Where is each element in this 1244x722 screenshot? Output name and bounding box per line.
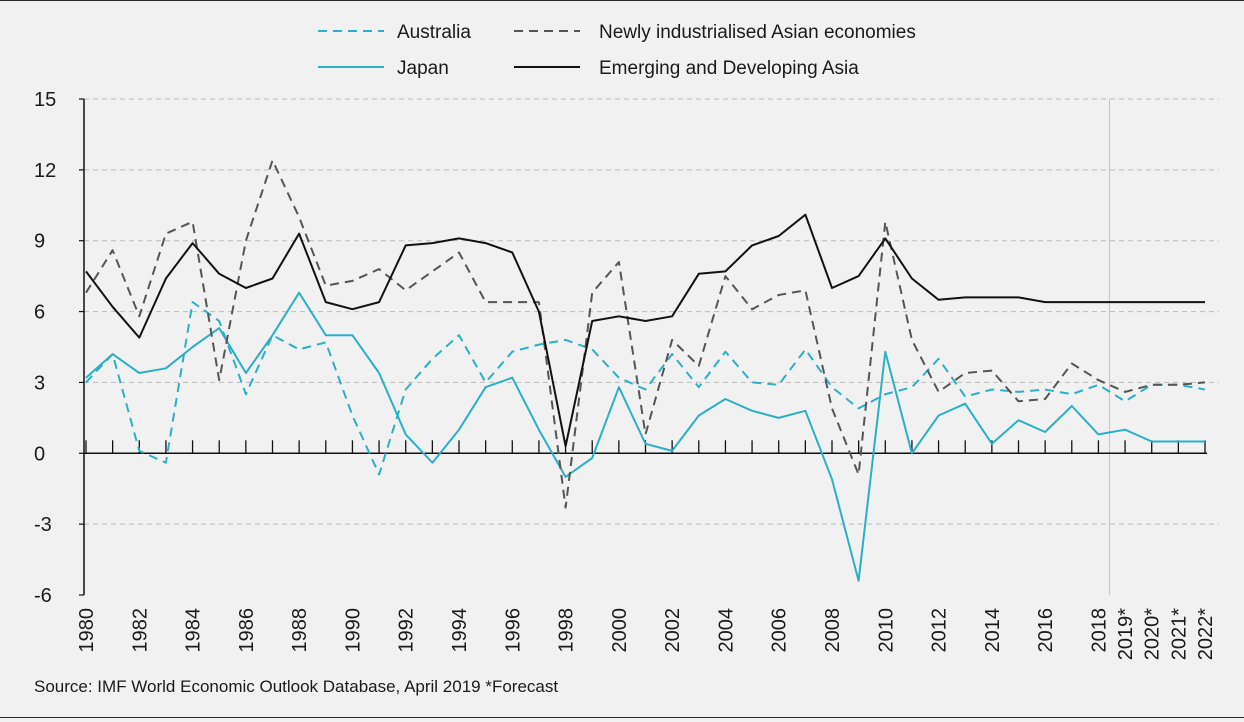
x-tick-label: 2012 [929,608,951,653]
y-tick-label: 3 [34,372,45,394]
x-tick-label: 1990 [342,608,364,653]
top-border [0,0,1244,1]
bottom-border [0,717,1244,718]
series-line-1 [85,291,1205,582]
x-tick-label: 1980 [76,608,98,653]
x-tick-label: 2010 [875,608,897,653]
x-tick-label: 1994 [449,608,471,653]
x-tick-label: 1982 [129,608,151,653]
y-tick-label: 0 [34,443,45,465]
legend-label: Japan [397,58,449,79]
y-tick-label: 12 [34,160,56,182]
x-tick-label: 1988 [289,608,311,653]
legend-label: Newly industrialised Asian economies [599,22,916,43]
series-line-2 [85,159,1206,509]
x-tick-label: 2021* [1168,608,1190,660]
x-tick-label: 2020* [1142,608,1164,660]
x-tick-label: 2002 [662,608,684,653]
x-tick-label: 1992 [396,608,418,653]
x-tick-label: 2004 [715,608,737,653]
y-tick-label: -6 [34,585,52,607]
x-tick-label: 2016 [1035,608,1057,653]
series-line-3 [85,213,1205,448]
series-line-0 [85,301,1206,476]
y-tick-label: 6 [34,302,45,324]
x-tick-label: 1984 [183,608,205,653]
x-tick-label: 2022* [1195,608,1217,660]
x-tick-label: 2006 [769,608,791,653]
x-tick-label: 2019* [1115,608,1137,660]
y-tick-label: -3 [34,514,52,536]
x-tick-label: 2008 [822,608,844,653]
y-tick-label: 15 [34,89,56,111]
legend-label: Emerging and Developing Asia [599,58,859,79]
x-tick-label: 1996 [502,608,524,653]
legend-label: Australia [397,22,471,43]
y-tick-label: 9 [34,231,45,253]
x-tick-label: 2000 [609,608,631,653]
source-note: Source: IMF World Economic Outlook Datab… [34,677,559,696]
x-tick-label: 2014 [982,608,1004,653]
x-tick-label: 1998 [556,608,578,653]
x-tick-label: 2018 [1088,608,1110,653]
x-tick-label: 1986 [236,608,258,653]
